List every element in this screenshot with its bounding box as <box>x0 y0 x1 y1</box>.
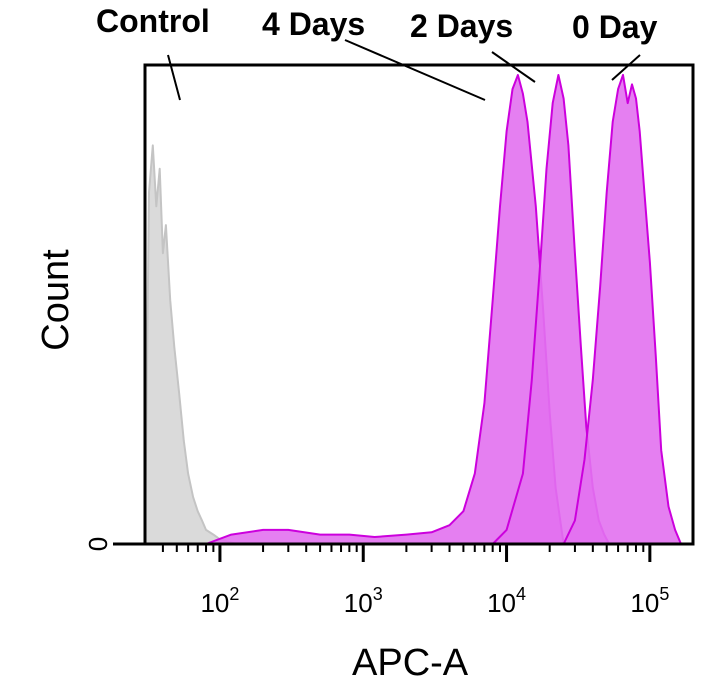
4-days-pointer-line <box>344 39 486 101</box>
plot-frame <box>143 63 695 546</box>
series-layer <box>144 74 682 545</box>
2-days-pointer-line <box>491 51 536 83</box>
control-pointer-line <box>167 54 181 101</box>
series-area-3 <box>562 74 682 545</box>
x-tick-label-0: 102 <box>200 584 239 618</box>
x-tick-label-3: 105 <box>630 584 669 618</box>
x-axis-label: APC-A <box>352 642 469 684</box>
ticks-layer: 102 103 104 105 <box>113 542 669 618</box>
2-days-annotation: 2 Days <box>410 8 513 44</box>
y-tick-label-0: 0 <box>83 537 113 551</box>
4-days-annotation: 4 Days <box>262 6 365 42</box>
control-annotation: Control <box>96 3 210 39</box>
series-area-0 <box>144 144 238 545</box>
0-day-annotation: 0 Day <box>572 9 658 45</box>
0-day-pointer-line <box>611 54 641 81</box>
x-tick-label-1: 103 <box>344 584 383 618</box>
x-tick-label-2: 104 <box>487 584 526 618</box>
y-axis-label: Count <box>35 249 77 351</box>
